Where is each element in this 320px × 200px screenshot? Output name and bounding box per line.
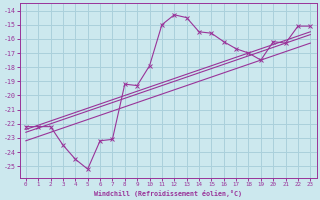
X-axis label: Windchill (Refroidissement éolien,°C): Windchill (Refroidissement éolien,°C) <box>94 190 242 197</box>
